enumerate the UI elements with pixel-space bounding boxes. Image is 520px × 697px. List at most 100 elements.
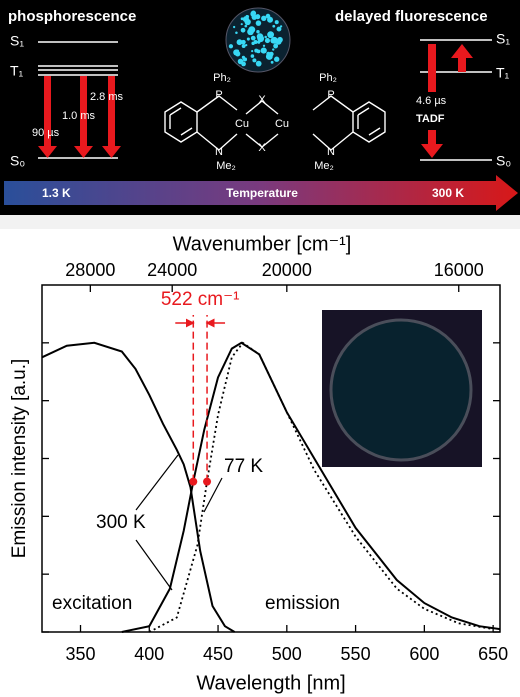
speckle xyxy=(236,52,240,57)
speckle xyxy=(267,31,275,39)
x2-tick-label: 16000 xyxy=(434,260,484,280)
speckle xyxy=(266,51,271,57)
separator xyxy=(0,215,520,229)
speckle xyxy=(270,60,274,64)
speckle xyxy=(261,15,267,22)
speckle xyxy=(274,20,279,25)
arrows xyxy=(38,44,473,158)
atom-label: Me₂ xyxy=(216,160,236,172)
speckle xyxy=(241,55,246,59)
series-line xyxy=(148,341,494,633)
speckle xyxy=(241,44,246,49)
level-label: S₀ xyxy=(10,153,25,169)
right-title: delayed fluorescence xyxy=(335,8,488,25)
speckle xyxy=(251,50,254,53)
speckle xyxy=(242,16,249,23)
speckle xyxy=(274,56,280,62)
speckle xyxy=(250,54,255,58)
speckle xyxy=(240,27,246,33)
speckle xyxy=(255,60,262,67)
speckle xyxy=(265,13,271,19)
series-label: emission xyxy=(265,593,340,614)
speckle xyxy=(264,38,270,44)
speckle xyxy=(257,40,261,44)
lifetime: 1.0 ms xyxy=(62,110,96,122)
atom-label: Ph₂ xyxy=(319,72,337,84)
speckle xyxy=(279,25,283,28)
temperature-label: Temperature xyxy=(226,186,298,200)
lifetime: 90 µs xyxy=(32,127,60,139)
speckle xyxy=(255,20,262,26)
speckle xyxy=(235,49,240,53)
speckle xyxy=(256,29,260,34)
level-label: T₁ xyxy=(10,63,24,79)
leader-line xyxy=(135,454,179,511)
speckle xyxy=(235,31,238,35)
series-label: excitation xyxy=(52,593,132,614)
atom-label: X xyxy=(258,142,266,154)
molecule xyxy=(164,95,386,151)
tadf-label: TADF xyxy=(416,113,445,125)
lifetime: 4.6 µs xyxy=(416,95,447,107)
y-axis-label: Emission intensity [a.u.] xyxy=(9,359,30,559)
speckle xyxy=(271,36,278,44)
speckle xyxy=(236,39,243,46)
speckle xyxy=(232,25,236,29)
level-label: S₁ xyxy=(10,33,24,49)
inset-dish xyxy=(329,318,473,462)
marker-dot xyxy=(189,477,198,486)
speckle xyxy=(248,26,256,34)
marker-dot xyxy=(203,477,212,486)
atom-label: N xyxy=(215,146,223,158)
x-tick-label: 650 xyxy=(478,644,508,664)
atom-label: P xyxy=(215,89,222,101)
x2-tick-label: 20000 xyxy=(262,260,312,280)
x-tick-label: 400 xyxy=(134,644,164,664)
x2-tick-label: 28000 xyxy=(65,260,115,280)
speckle xyxy=(272,24,276,28)
lifetime: 2.8 ms xyxy=(90,91,124,103)
x2-axis-label: Wavenumber [cm⁻¹] xyxy=(173,233,352,255)
annotation: 300 K xyxy=(96,512,146,533)
atom-label: N xyxy=(327,146,335,158)
speckle xyxy=(250,10,257,17)
speckle xyxy=(244,24,248,28)
speckle xyxy=(250,35,256,41)
speckle xyxy=(272,48,275,51)
leader-line xyxy=(203,477,223,513)
x-tick-label: 450 xyxy=(203,644,233,664)
temperature-high: 300 K xyxy=(432,186,464,200)
x-tick-label: 600 xyxy=(409,644,439,664)
leader-line xyxy=(135,539,173,591)
speckle xyxy=(237,58,244,65)
x-tick-label: 500 xyxy=(272,644,302,664)
atom-label: Ph₂ xyxy=(213,72,231,84)
left-title: phosphorescence xyxy=(8,8,136,25)
level-label: T₁ xyxy=(496,65,510,81)
temperature-low: 1.3 K xyxy=(42,186,71,200)
speckle xyxy=(264,35,267,39)
speckle xyxy=(228,44,234,49)
series-label: 77 K xyxy=(224,456,263,477)
speckle xyxy=(260,47,267,54)
speckle xyxy=(241,39,246,45)
speckle xyxy=(251,41,255,46)
speckle xyxy=(262,44,266,47)
speckle xyxy=(252,58,257,63)
temperature-arrow xyxy=(4,175,518,211)
x-tick-label: 350 xyxy=(65,644,95,664)
x-axis-label: Wavelength [nm] xyxy=(196,672,345,694)
speckle xyxy=(257,35,265,43)
atom-label: Me₂ xyxy=(314,160,334,172)
inset-photo xyxy=(322,310,482,467)
level-label: S₀ xyxy=(496,153,511,169)
series-line xyxy=(41,341,236,633)
shift-label: 522 cm⁻¹ xyxy=(161,289,240,310)
speckle xyxy=(254,48,259,53)
speckle xyxy=(273,43,279,49)
speckle xyxy=(276,26,282,32)
speckle xyxy=(240,23,243,26)
atom-label: Cu xyxy=(275,118,289,130)
speckle xyxy=(246,37,250,41)
